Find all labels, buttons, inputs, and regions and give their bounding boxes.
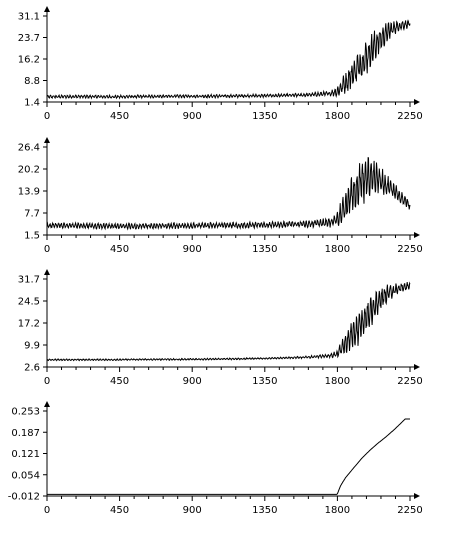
series-line-1 bbox=[46, 281, 411, 362]
series-line-1 bbox=[47, 418, 410, 495]
y-tick-label: 1.4 bbox=[24, 98, 40, 109]
chart-panel-4: -0.012 0.054 0.121 0.187 0.253 0 450 900 1350 180… bbox=[8, 401, 423, 516]
y-tick-label: 0.187 bbox=[11, 428, 40, 439]
x-tick-label: 0 bbox=[44, 244, 50, 255]
x-tick-label: 0 bbox=[44, 505, 50, 516]
y-axis-arrow-icon bbox=[44, 401, 50, 407]
x-axis-arrow-icon bbox=[414, 364, 420, 370]
x-axis-arrow-icon bbox=[414, 232, 420, 238]
series-line-1 bbox=[46, 157, 411, 231]
chart-panel-1: 1.4 8.8 16.2 23.7 31.1 0 450 900 1350 1800 2250 bbox=[18, 6, 423, 122]
y-tick-label: 0.121 bbox=[11, 449, 40, 460]
x-tick-label: 1800 bbox=[325, 111, 350, 122]
x-tick-label: 0 bbox=[44, 376, 50, 387]
x-tick-label: 1350 bbox=[252, 505, 277, 516]
y-tick-label: 13.9 bbox=[18, 187, 40, 198]
y-tick-label: 24.5 bbox=[18, 297, 40, 308]
x-tick-label: 450 bbox=[110, 244, 129, 255]
y-axis-arrow-icon bbox=[44, 6, 50, 12]
y-tick-label: 31.7 bbox=[18, 275, 40, 286]
x-tick-label: 1800 bbox=[325, 376, 350, 387]
x-tick-label: 1350 bbox=[252, 111, 277, 122]
y-tick-label: 2.6 bbox=[24, 363, 40, 374]
x-tick-label: 1800 bbox=[325, 505, 350, 516]
y-tick-label: 16.2 bbox=[18, 55, 40, 66]
y-tick-label: 23.7 bbox=[18, 33, 40, 44]
x-tick-label: 900 bbox=[183, 244, 202, 255]
x-tick-label: 1800 bbox=[325, 244, 350, 255]
x-tick-label: 2250 bbox=[397, 505, 422, 516]
x-axis-arrow-icon bbox=[414, 493, 420, 499]
x-axis-arrow-icon bbox=[414, 99, 420, 105]
y-tick-label: 8.8 bbox=[24, 76, 40, 87]
y-tick-label: -0.012 bbox=[8, 492, 40, 503]
y-tick-label: 9.9 bbox=[24, 341, 40, 352]
y-tick-label: 20.2 bbox=[18, 165, 40, 176]
x-tick-label: 900 bbox=[183, 111, 202, 122]
y-tick-label: 0.054 bbox=[11, 470, 40, 481]
x-tick-label: 1350 bbox=[252, 376, 277, 387]
y-axis-arrow-icon bbox=[44, 137, 50, 143]
y-tick-label: 7.7 bbox=[24, 209, 40, 220]
y-tick-label: 26.4 bbox=[18, 143, 40, 154]
y-tick-label: 31.1 bbox=[18, 12, 40, 23]
x-tick-label: 2250 bbox=[397, 244, 422, 255]
y-axis-arrow-icon bbox=[44, 269, 50, 275]
x-tick-label: 450 bbox=[110, 111, 129, 122]
x-tick-label: 450 bbox=[110, 376, 129, 387]
x-tick-label: 0 bbox=[44, 111, 50, 122]
series-line-1 bbox=[46, 19, 411, 100]
x-tick-label: 900 bbox=[183, 505, 202, 516]
y-tick-label: 0.253 bbox=[11, 407, 40, 418]
x-tick-label: 900 bbox=[183, 376, 202, 387]
chart-panel-3: 2.6 9.9 17.2 24.5 31.7 0 450 900 1350 1800 2250 bbox=[18, 269, 423, 387]
x-tick-label: 2250 bbox=[397, 376, 422, 387]
x-tick-label: 1350 bbox=[252, 244, 277, 255]
y-tick-label: 17.2 bbox=[18, 319, 40, 330]
x-tick-label: 450 bbox=[110, 505, 129, 516]
x-tick-label: 2250 bbox=[397, 111, 422, 122]
chart-panel-2: 1.5 7.7 13.9 20.2 26.4 0 450 900 1350 1800 2250 bbox=[18, 137, 423, 255]
y-tick-label: 1.5 bbox=[24, 231, 40, 242]
